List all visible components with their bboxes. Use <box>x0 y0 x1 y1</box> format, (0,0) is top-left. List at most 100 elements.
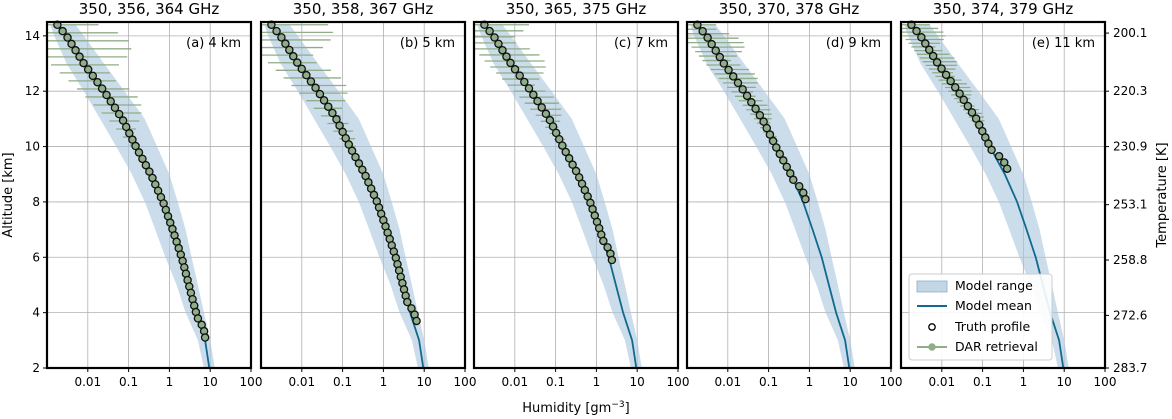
truth-profile-point <box>765 130 775 139</box>
truth-profile-point <box>703 33 712 42</box>
truth-profile-point <box>917 33 926 42</box>
truth-profile-point <box>912 26 921 36</box>
x-tick-label: 0.1 <box>546 375 565 389</box>
truth-profile-point <box>58 26 67 36</box>
truth-profile-point <box>928 51 938 61</box>
truth-profile-point <box>200 333 210 342</box>
truth-profile-point <box>110 103 120 113</box>
truth-profile-point <box>541 109 551 119</box>
truth-profile-point <box>114 109 124 119</box>
truth-profile-point <box>707 39 716 49</box>
truth-profile-point <box>779 156 788 165</box>
x-tick-label: 1 <box>166 375 174 389</box>
truth-profile-point <box>344 140 354 149</box>
x-tick-label: 0.01 <box>714 375 741 389</box>
x-tick-label: 0.01 <box>501 375 528 389</box>
panel-tag: (a) 4 km <box>186 36 241 51</box>
truth-profile-point <box>564 154 574 163</box>
truth-profile-point <box>138 154 147 164</box>
panel-frame <box>685 20 893 370</box>
truth-profile-point <box>959 95 968 105</box>
legend-label: DAR retrieval <box>955 339 1038 354</box>
truth-profile-point <box>932 58 942 67</box>
truth-profile-point <box>698 26 707 36</box>
model-range-band <box>477 24 642 369</box>
truth-profile-point <box>520 77 529 87</box>
x-tick-label: 1 <box>806 375 814 389</box>
legend-swatch-dar-point <box>928 343 936 351</box>
truth-profile-point <box>515 71 524 80</box>
right-tick-label: 230.9 <box>1113 140 1147 154</box>
truth-profile-point <box>289 52 298 61</box>
y-tick-label: 8 <box>32 195 40 209</box>
truth-profile-point <box>293 58 302 67</box>
truth-profile-point <box>742 91 752 101</box>
panel-frame <box>259 20 467 370</box>
truth-profile-point <box>272 26 281 36</box>
x-tick-label: 0.01 <box>928 375 955 389</box>
legend-swatch-model-range <box>916 280 948 293</box>
truth-profile-point <box>568 160 577 169</box>
x-tick-label: 10 <box>417 375 432 389</box>
panel-3: 0.01 0.1 1 10 100 350, 365, 375 GHz (c) 7 km <box>472 0 690 389</box>
truth-profile-point <box>83 65 93 74</box>
truth-profile-point <box>759 117 768 126</box>
panel-tag: (b) 5 km <box>400 36 455 51</box>
x-axis-label-main: Humidity [gm <box>522 401 611 415</box>
x-tick-label: 0.1 <box>759 375 778 389</box>
truth-profile-point <box>711 46 720 55</box>
truth-profile-point <box>789 175 798 185</box>
panel-1: 0.01 0.1 1 10 100 2 4 6 8 10 12 14 350, 356, 364 GHz… <box>25 0 263 389</box>
truth-profile-point <box>63 33 72 42</box>
x-tick-label: 0.01 <box>288 375 315 389</box>
x-tick-label: 0.1 <box>333 375 352 389</box>
truth-profile-point <box>924 45 934 55</box>
truth-profile-point <box>529 90 538 99</box>
truth-profile-point <box>733 78 743 88</box>
right-tick-label: 258.8 <box>1113 253 1147 267</box>
y-tick-label: 10 <box>25 140 40 154</box>
truth-profile-point <box>772 143 781 152</box>
truth-profile-point <box>762 123 772 133</box>
truth-profile-point <box>950 83 960 92</box>
truth-profile-point <box>498 45 507 55</box>
x-tick-label: 100 <box>667 375 690 389</box>
truth-profile-point <box>510 65 520 74</box>
truth-profile-point <box>485 26 494 36</box>
truth-profile-point <box>558 141 567 150</box>
truth-profile-point <box>719 59 729 68</box>
model-range-band <box>50 24 215 369</box>
truth-profile-point <box>134 148 144 157</box>
truth-profile-point <box>193 314 203 323</box>
truth-profile-point <box>328 108 337 118</box>
right-tick-label: 283.7 <box>1113 361 1147 375</box>
x-tick-label: 0.1 <box>119 375 138 389</box>
panel-tag: (c) 7 km <box>614 36 668 51</box>
truth-profile-point <box>724 65 733 75</box>
panel-4: 0.01 0.1 1 10 100 350, 370, 378 GHz (d) 9 km <box>685 0 902 389</box>
truth-profile-point <box>921 39 930 48</box>
truth-profile-point <box>946 76 955 86</box>
truth-profile-point <box>1002 164 1012 173</box>
legend-label: Truth profile <box>954 319 1030 334</box>
truth-profile-point <box>67 39 76 49</box>
panel-title: 350, 365, 375 GHz <box>506 0 647 18</box>
truth-profile-point <box>285 45 294 55</box>
x-tick-label: 0.1 <box>973 375 992 389</box>
x-tick-label: 100 <box>1094 375 1117 389</box>
truth-profile-point <box>607 255 617 265</box>
panel-tag: (d) 9 km <box>826 36 881 51</box>
x-tick-label: 10 <box>1057 375 1072 389</box>
truth-profile-point <box>963 101 973 111</box>
right-tick-label: 220.3 <box>1113 84 1147 98</box>
truth-profile-point <box>311 83 320 93</box>
truth-profile-point <box>347 146 357 156</box>
x-tick-label: 1 <box>380 375 388 389</box>
truth-profile-point <box>987 145 996 155</box>
truth-profile-point <box>751 104 760 113</box>
panel-title: 350, 356, 364 GHz <box>79 0 220 18</box>
legend-swatch-truth-profile <box>928 323 936 331</box>
truth-profile-point <box>801 194 810 204</box>
panel-frame <box>472 20 680 370</box>
